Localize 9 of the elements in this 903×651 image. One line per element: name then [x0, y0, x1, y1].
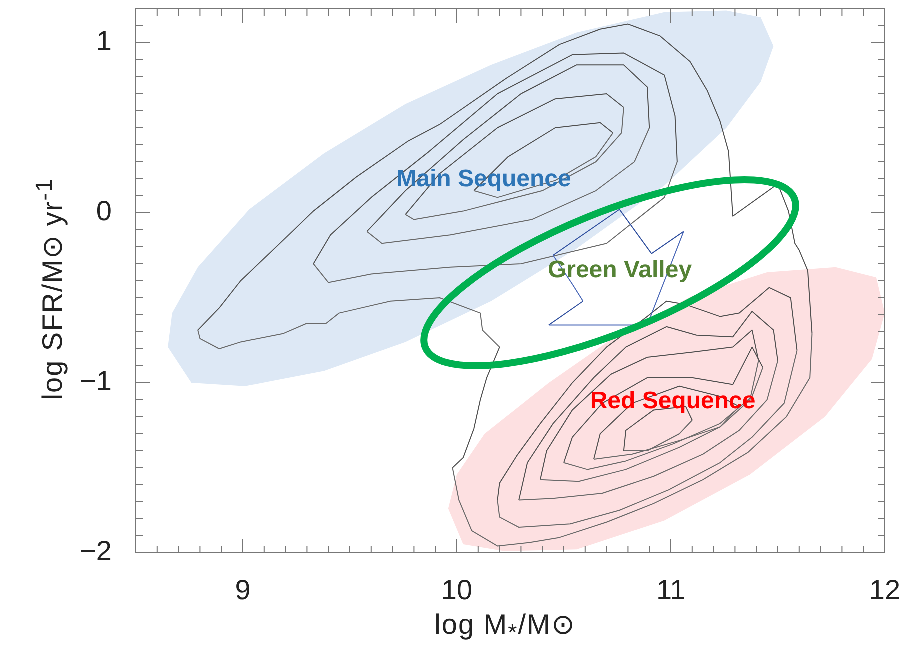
y-tick-label: 0 [96, 196, 112, 227]
y-tick-label: 1 [96, 26, 112, 57]
x-tick-label: 11 [656, 574, 686, 606]
x-tick-label: 12 [869, 574, 901, 606]
x-axis-title: log M$_{*}$/M⊙ [434, 608, 576, 647]
y-tick-label: −2 [80, 536, 112, 567]
x-tick-label: 9 [235, 574, 251, 606]
y-tick-label: −1 [80, 366, 112, 397]
x-tick-label: 10 [441, 574, 473, 606]
